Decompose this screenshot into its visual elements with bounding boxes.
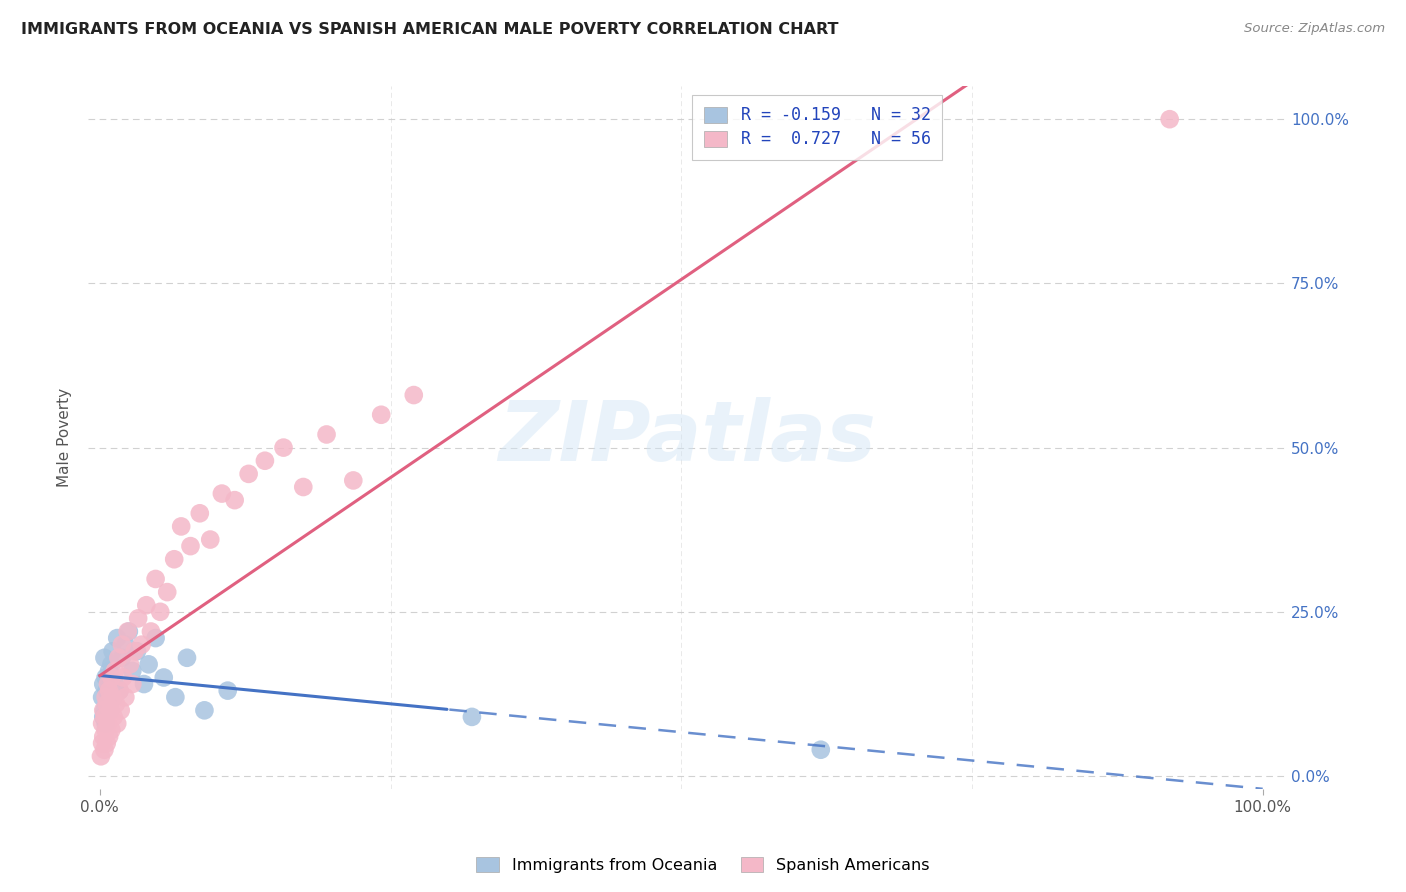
Point [110,703,132,717]
Text: Source: ZipAtlas.com: Source: ZipAtlas.com [1244,22,1385,36]
Point [97,677,120,691]
Point [461,710,484,724]
Point [121,664,143,678]
Point [188,506,211,520]
Point [103,710,125,724]
Point [96,683,118,698]
Point [145,572,167,586]
Text: IMMIGRANTS FROM OCEANIA VS SPANISH AMERICAN MALE POVERTY CORRELATION CHART: IMMIGRANTS FROM OCEANIA VS SPANISH AMERI… [21,22,838,37]
Point [100,657,122,672]
Point [165,690,187,705]
Point [91,730,114,744]
Point [101,690,124,705]
Point [90,749,112,764]
Point [108,683,131,698]
Point [170,519,193,533]
Point [211,486,233,500]
Point [94,716,117,731]
Point [108,683,131,698]
Point [105,716,128,731]
Point [224,493,246,508]
Point [125,644,148,658]
Y-axis label: Male Poverty: Male Poverty [58,388,72,487]
Point [94,690,117,705]
Point [104,677,127,691]
Point [111,638,134,652]
Point [91,690,114,705]
Point [103,690,125,705]
Point [118,624,141,639]
Point [1159,112,1181,127]
Point [98,730,121,744]
Point [402,388,425,402]
Point [810,743,832,757]
Point [97,716,120,731]
Point [292,480,315,494]
Point [91,710,114,724]
Point [163,552,186,566]
Text: ZIPatlas: ZIPatlas [498,397,876,478]
Point [273,441,295,455]
Point [176,650,198,665]
Point [132,677,155,691]
Point [131,638,153,652]
Point [94,723,117,737]
Point [135,599,157,613]
Point [149,605,172,619]
Point [93,703,115,717]
Point [93,710,115,724]
Point [138,657,160,672]
Point [107,650,129,665]
Point [100,671,122,685]
Point [96,736,118,750]
Point [98,683,121,698]
Point [200,533,222,547]
Point [156,585,179,599]
Point [217,683,239,698]
Point [91,703,114,717]
Point [127,611,149,625]
Legend: R = -0.159   N = 32, R =  0.727   N = 56: R = -0.159 N = 32, R = 0.727 N = 56 [692,95,942,160]
Point [91,716,114,731]
Point [114,638,136,652]
Point [193,703,215,717]
Point [121,677,143,691]
Point [342,474,364,488]
Point [139,624,162,639]
Point [101,644,124,658]
Point [105,697,128,711]
Point [98,703,121,717]
Point [91,736,114,750]
Point [111,650,134,665]
Point [114,690,136,705]
Point [97,697,120,711]
Point [91,677,114,691]
Point [93,743,115,757]
Point [94,671,117,685]
Point [152,671,174,685]
Point [238,467,260,481]
Point [104,664,127,678]
Point [253,454,276,468]
Point [98,703,121,717]
Point [100,723,122,737]
Point [105,631,128,645]
Point [118,657,141,672]
Point [370,408,392,422]
Point [145,631,167,645]
Point [112,671,135,685]
Point [98,664,121,678]
Point [315,427,337,442]
Legend: Immigrants from Oceania, Spanish Americans: Immigrants from Oceania, Spanish America… [470,851,936,880]
Point [93,650,115,665]
Point [124,644,146,658]
Point [117,624,139,639]
Point [96,697,118,711]
Point [179,539,201,553]
